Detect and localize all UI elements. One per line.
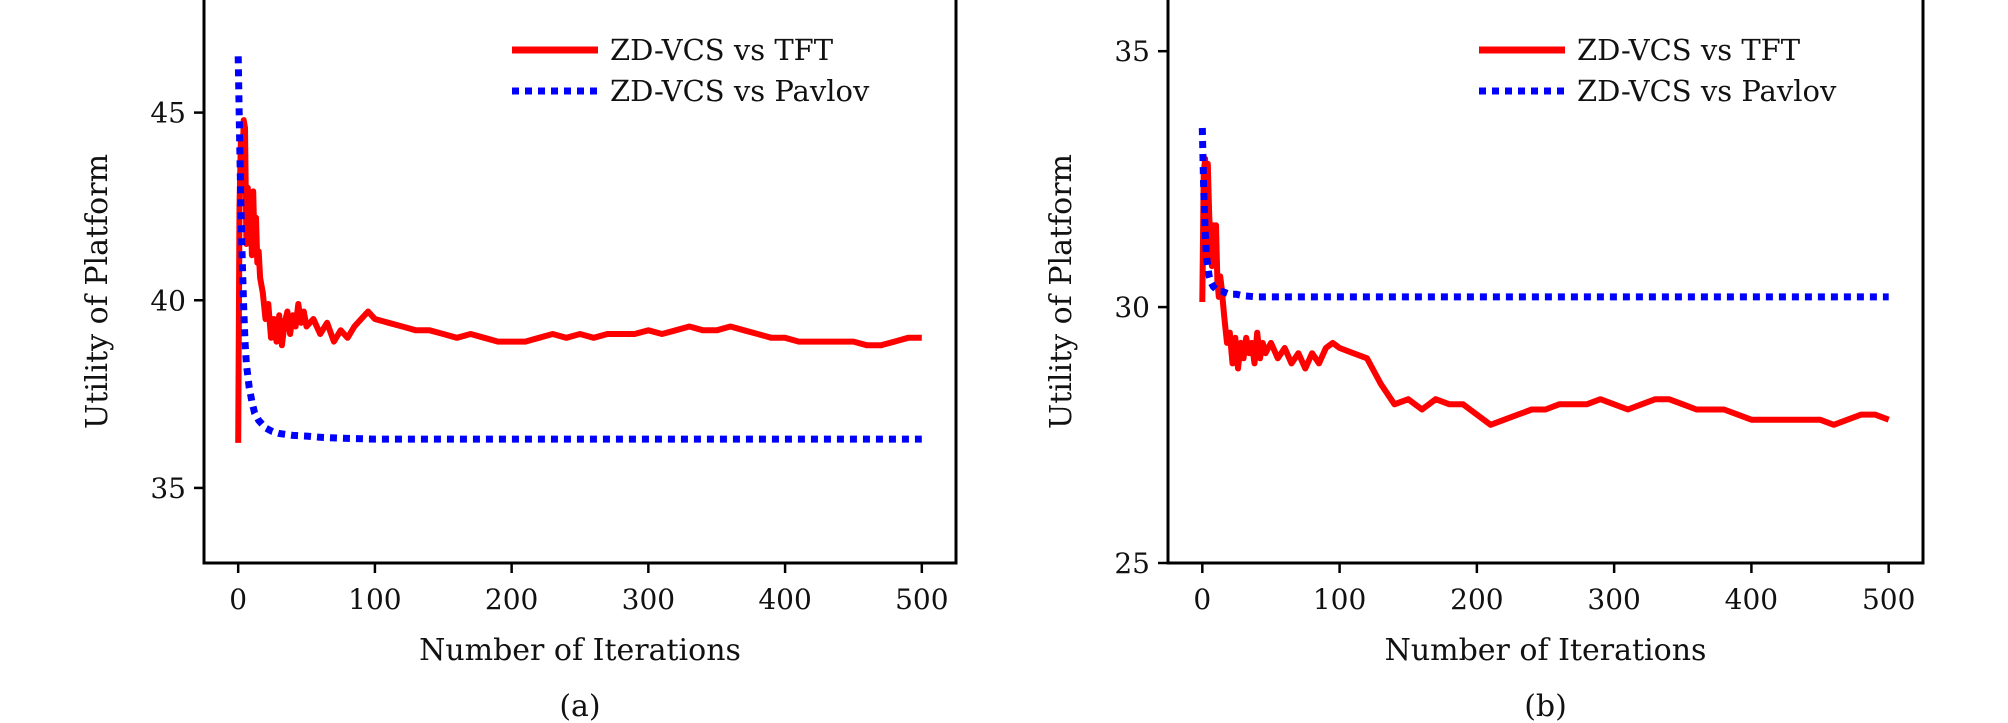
x-axis-label: Number of Iterations	[1385, 633, 1707, 668]
y-tick-label: 45	[150, 97, 186, 130]
series-line-pavlov	[234, 56, 922, 443]
panel-label: (a)	[559, 689, 600, 723]
y-axis-label: Utility of Platform	[80, 154, 115, 429]
x-tick-label: 100	[1313, 583, 1366, 616]
y-tick-label: 25	[1114, 547, 1150, 580]
panel-label: (b)	[1524, 689, 1567, 723]
chart-panel-b: 0 100 200 300 400 500 25 30 35 Number of Iteratio…	[1044, 0, 1925, 723]
y-tick-label: 30	[1114, 291, 1150, 324]
x-axis-label: Number of Iterations	[419, 633, 741, 668]
x-tick-label: 300	[1587, 583, 1640, 616]
series-line-pavlov	[1198, 127, 1889, 301]
x-tick-label: 400	[758, 583, 811, 616]
chart-panel-a: 0 100 200 300 400 500 35 40 45 Number of Iteratio…	[80, 0, 958, 723]
plot-frame	[202, 0, 958, 565]
x-tick-label: 200	[485, 583, 538, 616]
y-tick-label: 35	[1114, 35, 1150, 68]
legend-label: ZD-VCS vs TFT	[610, 33, 834, 67]
legend-label: ZD-VCS vs Pavlov	[610, 74, 870, 108]
y-tick-label: 40	[150, 284, 186, 317]
x-tick-label: 100	[348, 583, 401, 616]
x-tick-label: 0	[229, 583, 247, 616]
legend-label: ZD-VCS vs TFT	[1577, 33, 1801, 67]
y-axis-label: Utility of Platform	[1044, 154, 1079, 429]
series-line-tft	[235, 117, 922, 443]
x-tick-label: 400	[1725, 583, 1778, 616]
y-tick-label: 35	[150, 472, 186, 505]
x-tick-label: 0	[1193, 583, 1211, 616]
x-tick-label: 500	[895, 583, 948, 616]
x-tick-label: 500	[1862, 583, 1915, 616]
series-line-tft	[1199, 155, 1890, 428]
x-tick-label: 200	[1450, 583, 1503, 616]
x-tick-label: 300	[622, 583, 675, 616]
plot-frame	[1166, 0, 1925, 565]
legend-label: ZD-VCS vs Pavlov	[1577, 74, 1837, 108]
